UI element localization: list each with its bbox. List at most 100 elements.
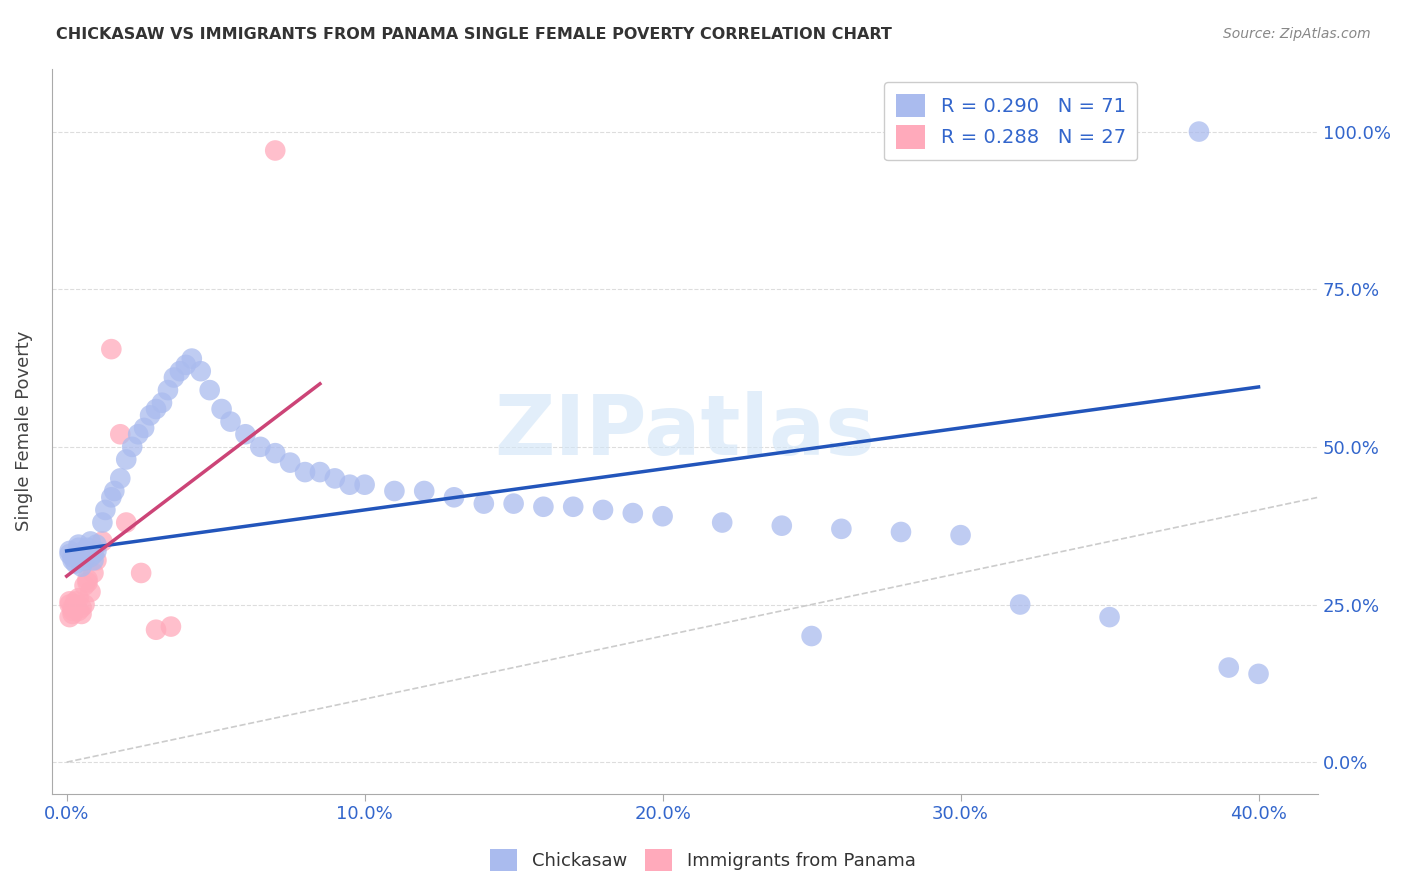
Point: [86, 544, 108, 558]
Point: [65, 598, 87, 612]
Point: [115, 516, 138, 530]
Point: [472, 497, 495, 511]
Point: [76, 547, 98, 561]
Point: [1247, 666, 1270, 681]
Point: [278, 456, 301, 470]
Point: [67, 604, 90, 618]
Point: [180, 351, 202, 366]
Point: [79, 585, 101, 599]
Point: [770, 518, 793, 533]
Point: [339, 477, 361, 491]
Point: [70, 550, 93, 565]
Point: [86, 553, 108, 567]
Point: [79, 534, 101, 549]
Point: [59, 598, 82, 612]
Point: [219, 415, 242, 429]
Y-axis label: Single Female Poverty: Single Female Poverty: [15, 331, 32, 532]
Point: [73, 544, 96, 558]
Point: [59, 610, 82, 624]
Point: [73, 578, 96, 592]
Point: [264, 446, 287, 460]
Point: [531, 500, 554, 514]
Point: [145, 402, 167, 417]
Point: [163, 370, 186, 384]
Point: [76, 572, 98, 586]
Text: Source: ZipAtlas.com: Source: ZipAtlas.com: [1223, 27, 1371, 41]
Point: [115, 452, 138, 467]
Legend: Chickasaw, Immigrants from Panama: Chickasaw, Immigrants from Panama: [484, 842, 922, 879]
Legend: R = 0.290   N = 71, R = 0.288   N = 27: R = 0.290 N = 71, R = 0.288 N = 27: [884, 82, 1137, 161]
Point: [59, 547, 82, 561]
Point: [91, 534, 114, 549]
Point: [353, 477, 375, 491]
Point: [211, 402, 233, 417]
Point: [82, 547, 104, 561]
Text: ZIPatlas: ZIPatlas: [495, 391, 876, 472]
Point: [592, 503, 614, 517]
Point: [76, 541, 98, 555]
Point: [384, 483, 406, 498]
Point: [73, 598, 96, 612]
Point: [150, 395, 173, 409]
Point: [79, 550, 101, 565]
Point: [309, 465, 332, 479]
Point: [121, 440, 143, 454]
Point: [139, 409, 162, 423]
Point: [70, 559, 93, 574]
Point: [443, 491, 465, 505]
Point: [323, 471, 346, 485]
Point: [413, 483, 436, 498]
Text: CHICKASAW VS IMMIGRANTS FROM PANAMA SINGLE FEMALE POVERTY CORRELATION CHART: CHICKASAW VS IMMIGRANTS FROM PANAMA SING…: [56, 27, 893, 42]
Point: [82, 553, 104, 567]
Point: [62, 604, 84, 618]
Point: [67, 541, 90, 555]
Point: [65, 557, 87, 571]
Point: [198, 383, 221, 397]
Point: [59, 594, 82, 608]
Point: [621, 506, 644, 520]
Point: [62, 553, 84, 567]
Point: [76, 575, 98, 590]
Point: [82, 566, 104, 580]
Point: [134, 421, 156, 435]
Point: [70, 607, 93, 621]
Point: [169, 364, 191, 378]
Point: [190, 364, 212, 378]
Point: [160, 619, 183, 633]
Point: [62, 600, 84, 615]
Point: [890, 524, 912, 539]
Point: [110, 471, 132, 485]
Point: [800, 629, 823, 643]
Point: [103, 483, 125, 498]
Point: [65, 547, 87, 561]
Point: [91, 516, 114, 530]
Point: [294, 465, 316, 479]
Point: [1010, 598, 1032, 612]
Point: [70, 600, 93, 615]
Point: [830, 522, 852, 536]
Point: [174, 358, 197, 372]
Point: [249, 440, 271, 454]
Point: [62, 550, 84, 565]
Point: [264, 144, 287, 158]
Point: [949, 528, 972, 542]
Point: [94, 503, 117, 517]
Point: [100, 342, 122, 356]
Point: [67, 591, 90, 606]
Point: [1188, 125, 1211, 139]
Point: [59, 544, 82, 558]
Point: [65, 594, 87, 608]
Point: [110, 427, 132, 442]
Point: [100, 491, 122, 505]
Point: [145, 623, 167, 637]
Point: [235, 427, 257, 442]
Point: [129, 566, 152, 580]
Point: [1098, 610, 1121, 624]
Point: [62, 607, 84, 621]
Point: [711, 516, 734, 530]
Point: [1218, 660, 1240, 674]
Point: [86, 538, 108, 552]
Point: [127, 427, 149, 442]
Point: [562, 500, 585, 514]
Point: [156, 383, 179, 397]
